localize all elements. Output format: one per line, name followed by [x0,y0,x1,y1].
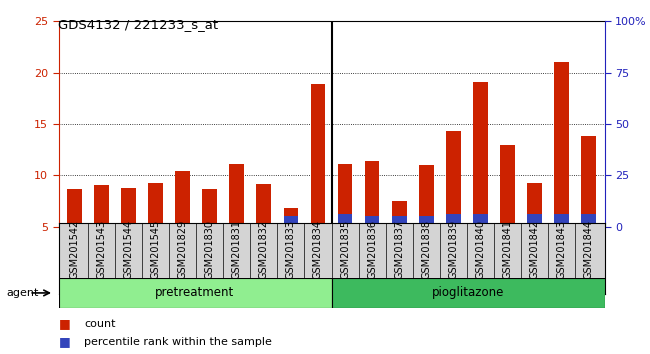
Bar [446,214,461,227]
Bar [202,189,217,227]
Text: ■: ■ [58,318,70,330]
Bar [122,188,136,227]
Text: agent: agent [6,288,39,298]
Bar [473,82,488,227]
Bar [392,216,406,227]
Bar [526,214,541,227]
Bar [581,136,595,227]
Text: GDS4132 / 221233_s_at: GDS4132 / 221233_s_at [58,18,218,31]
Bar [283,208,298,227]
Bar [365,216,380,227]
Bar [257,184,271,227]
Bar [176,171,190,227]
Bar [526,183,541,227]
Bar [500,145,515,227]
Text: ■: ■ [58,335,70,348]
Bar [337,214,352,227]
Bar [473,214,488,227]
Bar [58,278,332,308]
Bar [554,214,569,227]
Bar [311,84,326,227]
Text: count: count [84,319,116,329]
Text: pioglitazone: pioglitazone [432,286,504,299]
Bar [229,164,244,227]
Bar [419,216,434,227]
Text: pretreatment: pretreatment [155,286,235,299]
Text: percentile rank within the sample: percentile rank within the sample [84,337,272,347]
Bar [392,201,406,227]
Bar [581,214,595,227]
Bar [337,164,352,227]
Bar [554,62,569,227]
Bar [365,161,380,227]
Bar [446,131,461,227]
Bar [94,185,109,227]
Bar [332,278,604,308]
Bar [283,216,298,227]
Bar [419,165,434,227]
Bar [68,189,82,227]
Bar [148,183,163,227]
